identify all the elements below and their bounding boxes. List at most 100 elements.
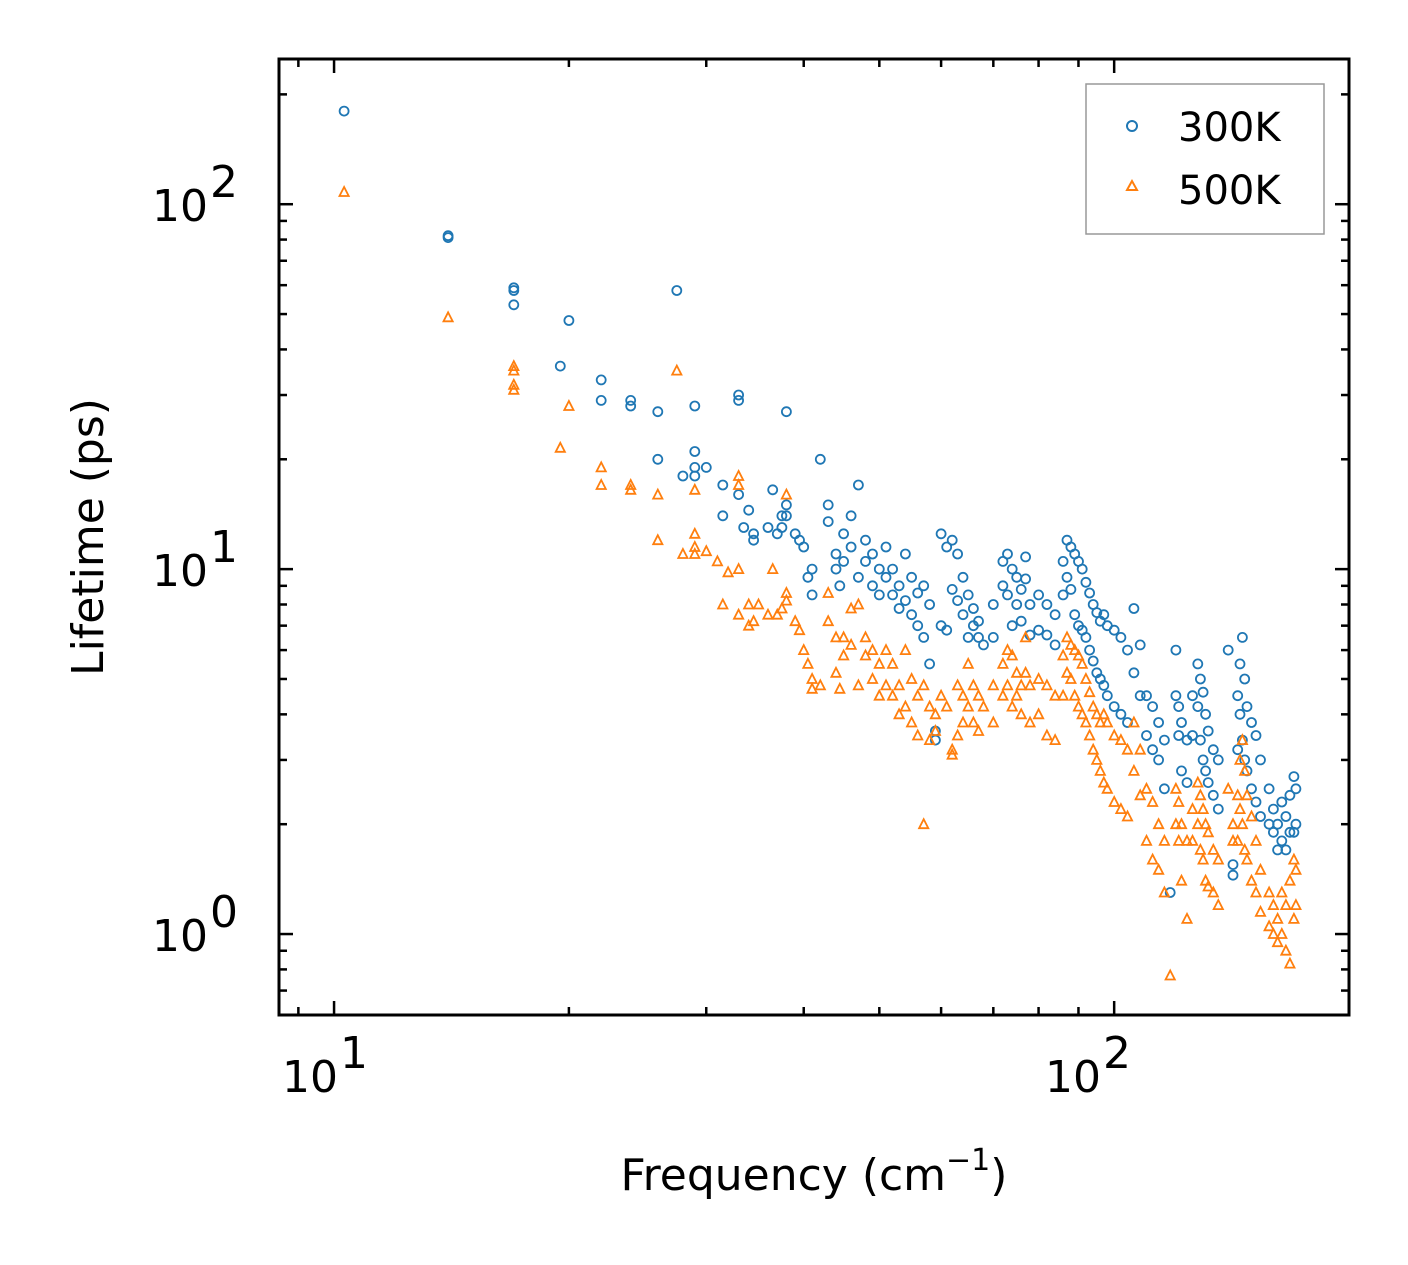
data-point-500k bbox=[1083, 685, 1096, 698]
data-point-500k bbox=[1283, 873, 1296, 886]
data-point-300k bbox=[924, 658, 935, 670]
data-point-500k bbox=[742, 597, 755, 610]
data-point-500k bbox=[1289, 898, 1302, 910]
data-point-300k bbox=[830, 563, 842, 575]
data-point-300k bbox=[677, 470, 689, 482]
data-point-300k bbox=[1170, 690, 1182, 702]
data-point-300k bbox=[338, 105, 350, 117]
data-point-500k bbox=[917, 817, 930, 830]
data-point-300k bbox=[1002, 589, 1013, 601]
data-point-300k bbox=[1098, 609, 1110, 621]
data-point-500k bbox=[1191, 775, 1204, 788]
data-point-500k bbox=[1108, 795, 1121, 807]
data-point-300k bbox=[1015, 615, 1027, 627]
data-point-500k bbox=[1245, 873, 1258, 886]
data-point-500k bbox=[1032, 672, 1045, 684]
data-point-500k bbox=[1289, 862, 1302, 875]
data-point-500k bbox=[929, 724, 942, 736]
data-point-500k bbox=[1175, 817, 1188, 830]
data-point-500k bbox=[977, 699, 990, 712]
data-point-300k bbox=[1276, 835, 1288, 847]
data-point-300k bbox=[973, 615, 984, 627]
data-point-500k bbox=[822, 614, 835, 627]
data-point-500k bbox=[1049, 733, 1062, 745]
data-point-500k bbox=[866, 643, 879, 655]
data-point-300k bbox=[1284, 789, 1296, 801]
data-point-500k bbox=[688, 526, 701, 539]
y-tick-label: 10 bbox=[152, 911, 208, 962]
legend-marker-500k bbox=[1125, 178, 1139, 191]
data-point-300k bbox=[1212, 803, 1224, 815]
data-point-300k bbox=[738, 522, 750, 533]
data-point-300k bbox=[1276, 796, 1288, 808]
data-point-500k bbox=[1040, 678, 1053, 691]
data-point-500k bbox=[879, 643, 893, 655]
data-point-500k bbox=[1121, 742, 1134, 755]
data-point-500k bbox=[1197, 802, 1210, 814]
data-point-500k bbox=[442, 310, 455, 323]
data-point-500k bbox=[1202, 879, 1215, 892]
data-point-500k bbox=[1134, 742, 1147, 755]
data-point-500k bbox=[1140, 833, 1153, 846]
data-point-300k bbox=[1015, 584, 1027, 595]
data-point-500k bbox=[866, 672, 879, 684]
data-point-300k bbox=[1263, 783, 1275, 795]
data-point-500k bbox=[1079, 672, 1092, 684]
data-point-300k bbox=[912, 620, 924, 632]
data-point-300k bbox=[1041, 599, 1053, 610]
data-point-500k bbox=[996, 656, 1009, 669]
data-point-300k bbox=[1057, 589, 1069, 601]
data-point-500k bbox=[1001, 678, 1014, 691]
data-point-300k bbox=[748, 534, 759, 546]
data-point-500k bbox=[1263, 885, 1276, 898]
data-point-500k bbox=[886, 656, 899, 669]
data-point-500k bbox=[829, 665, 843, 678]
data-point-500k bbox=[911, 688, 924, 701]
data-point-300k bbox=[860, 534, 871, 546]
data-point-300k bbox=[1080, 632, 1092, 643]
data-point-500k bbox=[1233, 802, 1247, 814]
data-point-500k bbox=[1072, 699, 1085, 712]
data-point-500k bbox=[962, 699, 975, 712]
data-point-300k bbox=[987, 632, 999, 643]
data-point-300k bbox=[1181, 777, 1193, 788]
data-point-500k bbox=[886, 688, 899, 701]
data-point-300k bbox=[508, 285, 520, 296]
data-point-500k bbox=[651, 533, 664, 546]
data-point-300k bbox=[1268, 803, 1279, 815]
data-point-500k bbox=[1279, 943, 1292, 956]
data-point-300k bbox=[762, 522, 774, 533]
data-point-500k bbox=[1087, 699, 1100, 712]
data-point-500k bbox=[911, 728, 924, 741]
data-point-500k bbox=[780, 593, 793, 606]
data-point-300k bbox=[1232, 690, 1244, 702]
data-point-500k bbox=[1087, 742, 1100, 755]
data-point-500k bbox=[338, 185, 351, 197]
data-point-300k bbox=[1197, 754, 1209, 766]
data-point-300k bbox=[625, 394, 637, 406]
data-point-500k bbox=[1068, 688, 1081, 701]
data-point-500k bbox=[1287, 852, 1300, 865]
data-point-500k bbox=[732, 562, 745, 574]
data-point-500k bbox=[845, 637, 858, 650]
y-axis-title: Lifetime (ps) bbox=[63, 398, 114, 676]
data-point-500k bbox=[893, 678, 906, 691]
data-point-300k bbox=[918, 632, 930, 643]
data-point-500k bbox=[1001, 643, 1014, 655]
legend-label-500k: 500K bbox=[1178, 168, 1282, 214]
data-point-300k bbox=[689, 446, 701, 457]
data-point-500k bbox=[1180, 911, 1194, 924]
data-point-500k bbox=[624, 478, 637, 490]
data-point-500k bbox=[1015, 678, 1028, 691]
data-point-300k bbox=[1187, 690, 1198, 702]
data-point-300k bbox=[1272, 818, 1283, 830]
data-point-500k bbox=[1226, 817, 1240, 830]
data-point-500k bbox=[956, 688, 970, 701]
x-axis-title-end: ) bbox=[990, 1150, 1007, 1201]
x-tick-label: 10 bbox=[282, 1052, 338, 1103]
data-point-500k bbox=[716, 597, 729, 610]
data-point-500k bbox=[935, 688, 948, 701]
data-point-500k bbox=[595, 460, 608, 473]
data-point-300k bbox=[1290, 783, 1302, 795]
data-point-500k bbox=[797, 643, 810, 655]
